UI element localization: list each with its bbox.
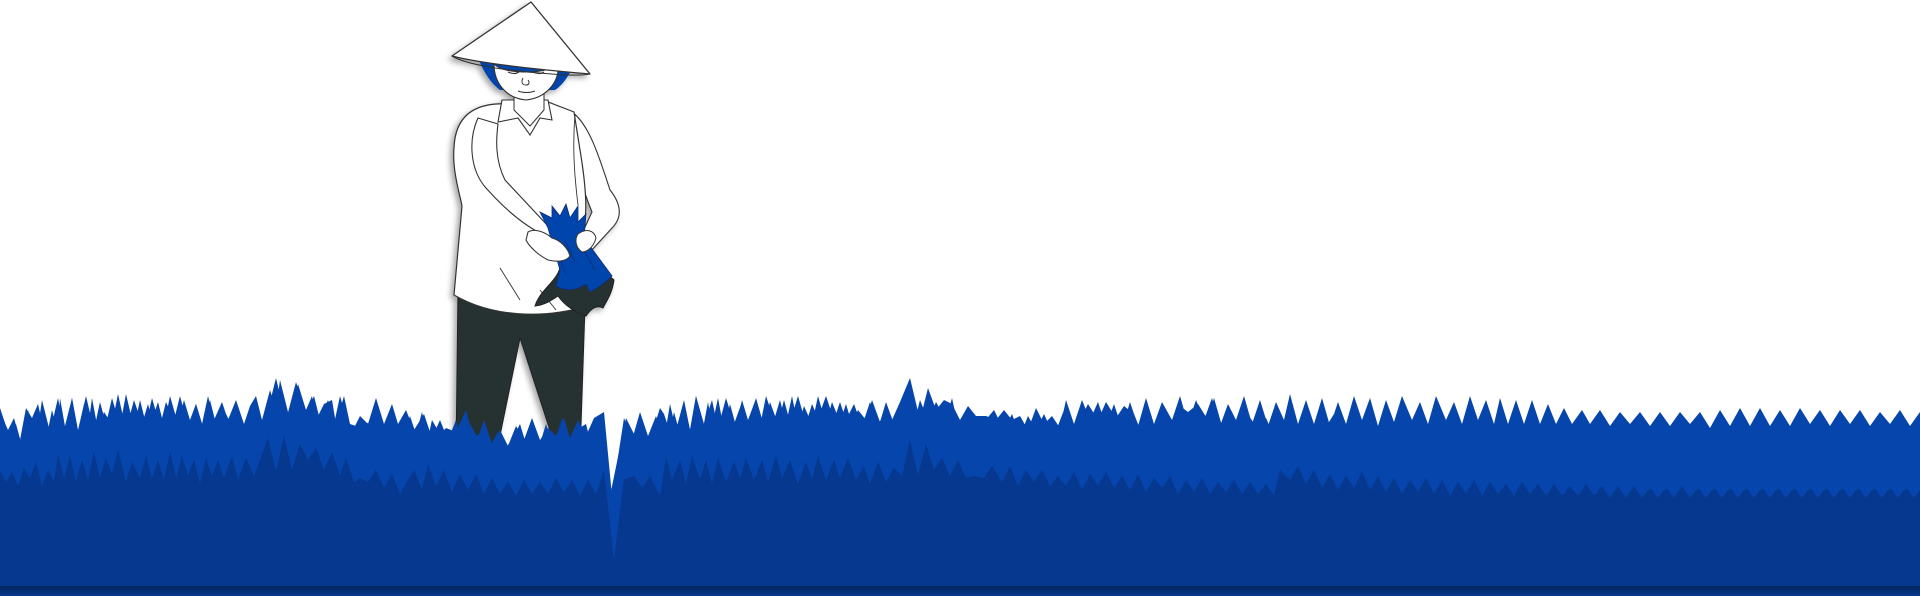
rice-seedling-bundle-icon (534, 202, 615, 317)
farmer-figure (451, 1, 620, 456)
bottom-edge-shadow (0, 586, 1920, 596)
rice-field (0, 378, 1920, 596)
farmer-mouth (517, 90, 536, 94)
farmer-nose (521, 77, 530, 86)
farmer-hands (525, 229, 571, 262)
conical-hat-icon (451, 1, 591, 76)
farmer-back-hand (575, 230, 597, 253)
grass-back-layer (0, 436, 1920, 596)
